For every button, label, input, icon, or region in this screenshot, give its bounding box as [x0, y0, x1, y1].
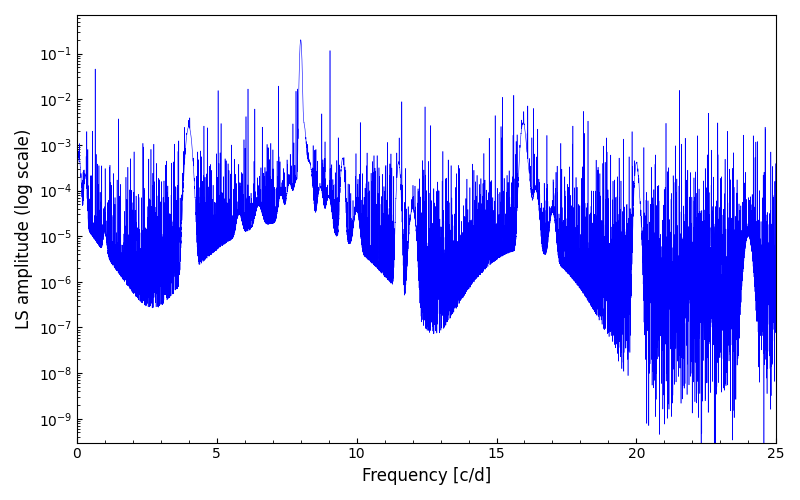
Y-axis label: LS amplitude (log scale): LS amplitude (log scale): [15, 128, 33, 329]
X-axis label: Frequency [c/d]: Frequency [c/d]: [362, 467, 491, 485]
